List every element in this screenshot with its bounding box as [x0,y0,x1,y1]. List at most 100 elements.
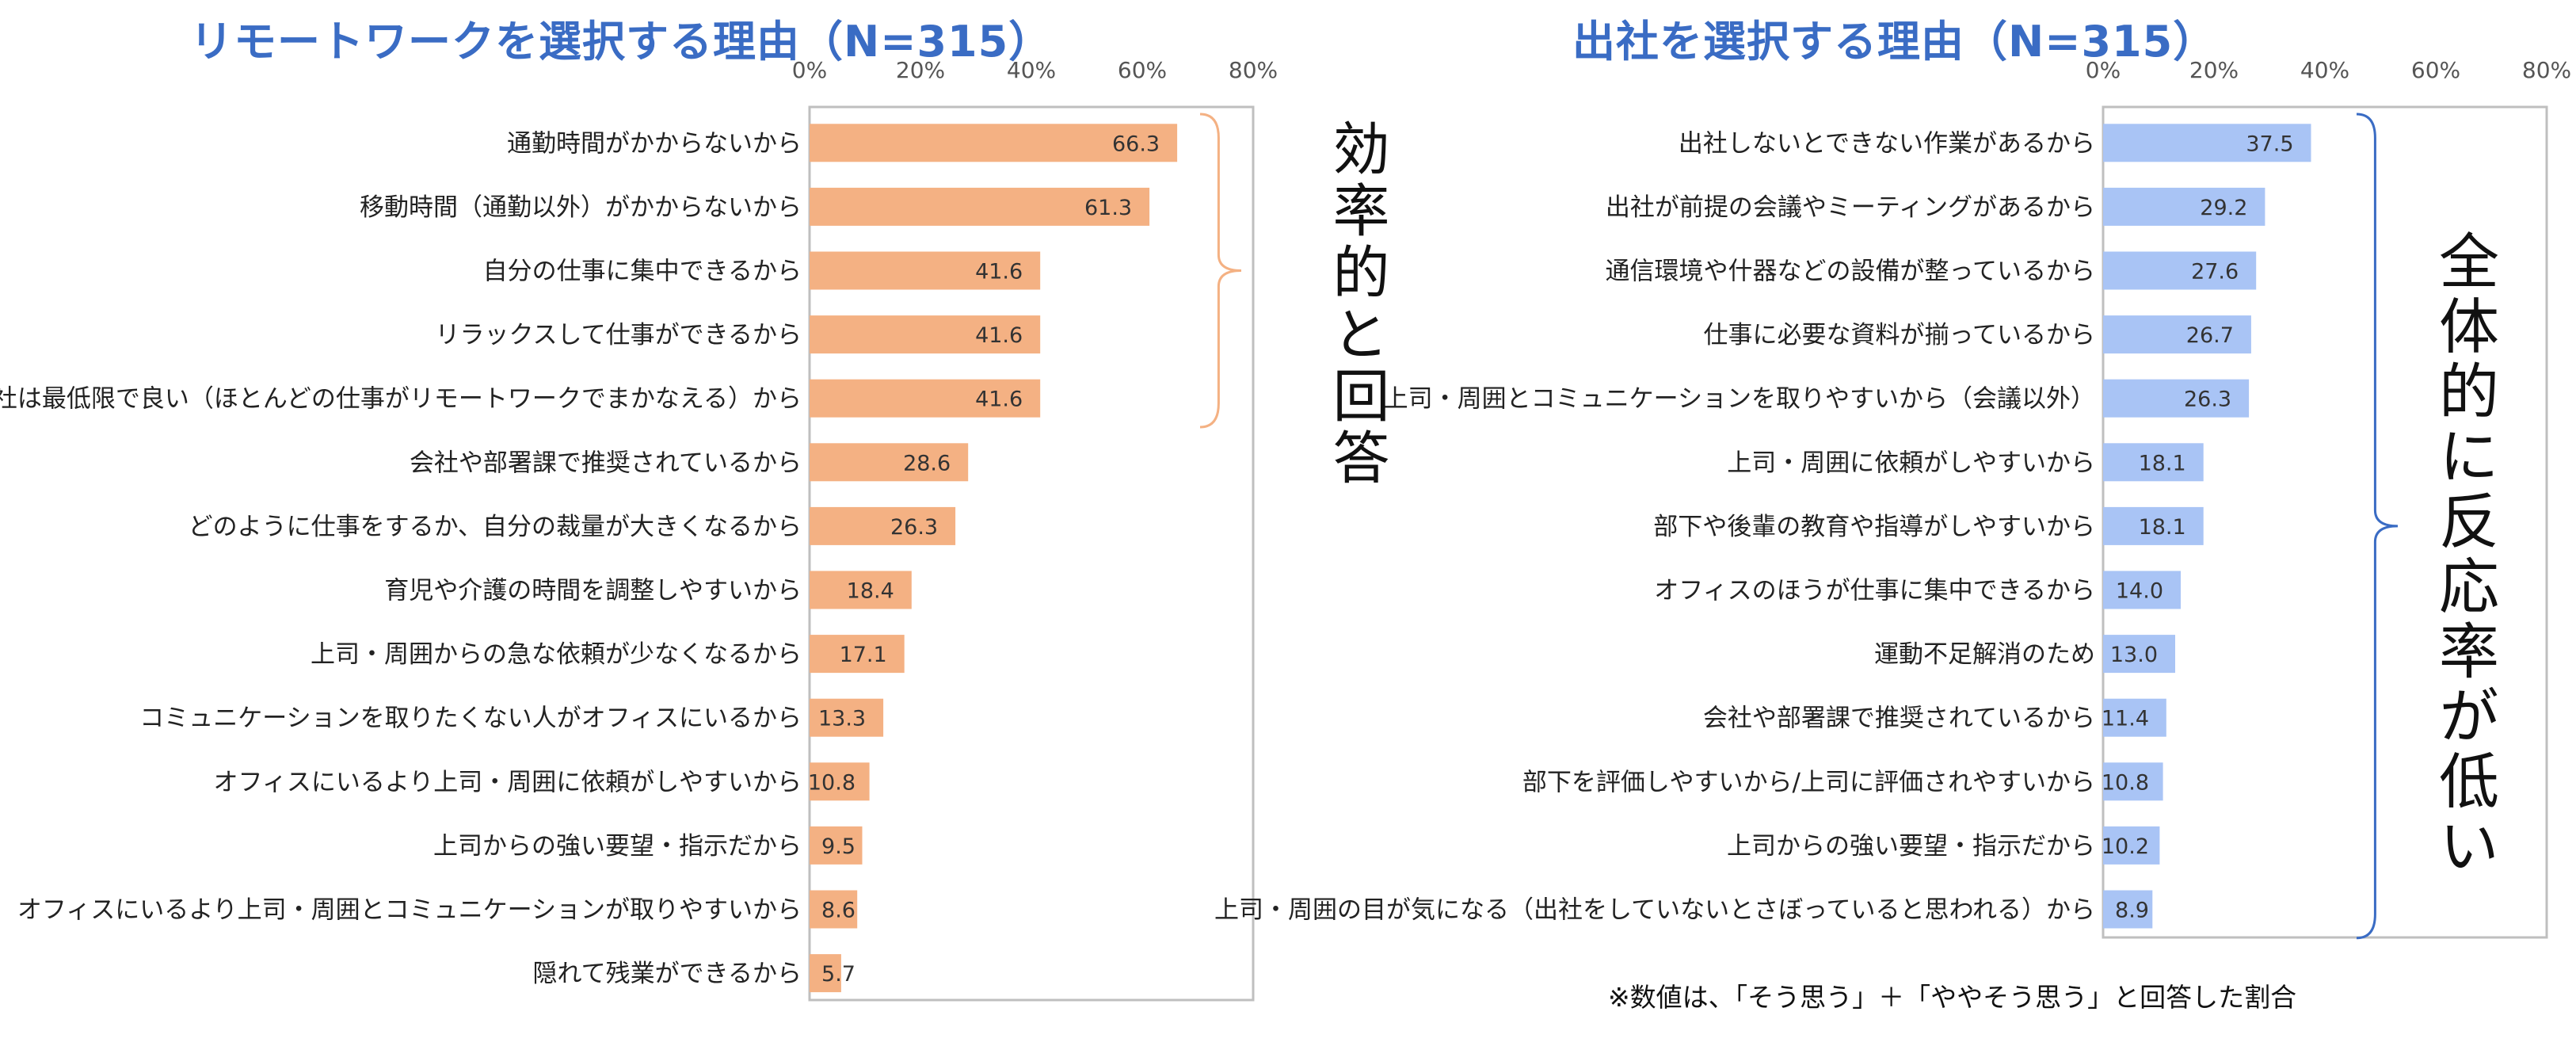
right-value-label: 26.3 [2184,387,2231,412]
right-value-label: 18.1 [2139,451,2186,475]
right-value-label: 10.8 [2102,770,2149,795]
footnote: ※数値は、「そう思う」＋「ややそう思う」と回答した割合 [1608,982,2297,1013]
left-value-label: 18.4 [847,579,894,604]
right-bar [2103,187,2265,226]
right-value-label: 18.1 [2139,515,2186,540]
left-category-label: 出社は最低限で良い（ほとんどの仕事がリモートワークでまかなえる）から [0,385,802,414]
right-category-label: 部下を評価しやすいから/上司に評価されやすいから [1522,768,2095,796]
left-bar [810,124,1178,162]
left-category-label: 自分の仕事に集中できるから [483,258,802,286]
right-bar [2103,635,2175,674]
right-chart: 0% 20% 40% 60% 80% 出社しないとできない作業があるから 37.5 出社が前提… [1214,57,2571,940]
right-value-label: 26.7 [2186,323,2234,348]
right-bar [2103,571,2181,609]
right-category-label: 運動不足解消のため [1874,640,2095,669]
left-bar [810,826,863,865]
left-tick-label: 0% [792,57,827,83]
left-tick-label: 40% [1007,57,1056,83]
left-value-label: 61.3 [1084,196,1132,220]
left-bar [810,315,1041,354]
right-value-label: 29.2 [2200,196,2247,220]
right-category-label: 出社が前提の会議やミーティングがあるから [1606,193,2095,222]
left-category-label: 上司からの強い要望・指示だから [433,832,802,861]
right-bar [2103,698,2166,737]
left-value-label: 17.1 [840,643,887,667]
left-chart-title: リモートワークを選択する理由（N=315） [190,17,1053,67]
right-category-label: 仕事に必要な資料が揃っているから [1704,321,2095,349]
left-bar [810,443,969,482]
left-category-label: 会社や部署課で推奨されているから [410,449,802,477]
left-tick-label: 80% [1229,57,1278,83]
left-value-label: 28.6 [903,451,951,475]
right-value-label: 10.2 [2102,834,2149,859]
left-bar [810,635,905,674]
right-bar [2103,124,2311,162]
left-value-label: 41.6 [975,387,1023,412]
right-annotation: 全体的に反応率が低い [2429,230,2499,880]
left-value-label: 8.6 [821,899,855,923]
right-value-label: 27.6 [2191,260,2239,284]
left-chart: 0% 20% 40% 60% 80% 通勤時間がかからないから 66.3 移動時間（通勤以外）… [0,57,1278,1002]
right-value-label: 14.0 [2116,579,2163,604]
left-category-label: オフィスにいるより上司・周囲とコミュニケーションが取りやすいから [17,896,802,925]
right-bar [2103,826,2160,865]
left-category-label: 育児や介護の時間を調整しやすいから [384,577,802,605]
left-bar [810,187,1150,226]
left-value-label: 9.5 [821,834,855,859]
left-tick-label: 60% [1118,57,1167,83]
left-bar [810,571,912,609]
left-bracket [1199,113,1242,429]
right-category-label: 会社や部署課で推奨されているから [1703,704,2095,733]
left-category-label: どのように仕事をするか、自分の裁量が大きくなるから [189,513,802,541]
left-category-label: 通勤時間がかからないから [507,129,802,158]
right-category-label: 上司・周囲に依頼がしやすいから [1727,449,2095,477]
left-bar [810,954,841,993]
right-value-label: 13.0 [2110,643,2158,667]
left-bar [810,890,858,929]
right-tick-label: 40% [2300,57,2349,83]
right-bar [2103,890,2153,929]
right-category-label: 上司・周囲の目が気になる（出社をしていないとさぼっていると思われる）から [1214,896,2095,925]
right-category-label: 上司からの強い要望・指示だから [1727,832,2095,861]
left-value-label: 26.3 [890,515,938,540]
right-category-label: 部下や後輩の教育や指導がしやすいから [1653,513,2095,541]
left-bar [810,251,1041,290]
right-value-label: 37.5 [2246,132,2293,156]
right-tick-label: 20% [2189,57,2239,83]
right-bar [2103,762,2163,801]
left-value-label: 41.6 [975,323,1023,348]
right-category-label: 通信環境や什器などの設備が整っているから [1606,258,2095,286]
right-bar [2103,251,2257,290]
right-category-label: オフィスのほうが仕事に集中できるから [1654,577,2095,605]
left-bar [810,762,870,801]
left-category-label: リラックスして仕事ができるから [435,321,802,349]
right-tick-label: 0% [2086,57,2121,83]
left-bar [810,379,1041,418]
left-category-label: 上司・周囲からの急な依頼が少なくなるから [311,640,802,669]
right-bracket [2356,113,2399,940]
right-bar [2103,506,2204,545]
right-category-label: 出社しないとできない作業があるから [1679,129,2095,158]
left-tick-label: 20% [896,57,945,83]
right-chart-title: 出社を選択する理由（N=315） [1572,17,2217,67]
left-category-label: オフィスにいるより上司・周囲に依頼がしやすいから [214,768,802,796]
left-value-label: 66.3 [1112,132,1160,156]
right-bar [2103,315,2251,354]
right-tick-label: 60% [2411,57,2460,83]
left-plot-frame [808,105,1255,1002]
left-bar [810,698,884,737]
right-bar [2103,379,2250,418]
left-annotation: 効率的と回答 [1323,119,1389,490]
left-bar [810,506,956,545]
left-value-label: 13.3 [818,707,866,731]
left-category-label: コミュニケーションを取りたくない人がオフィスにいるから [139,704,802,733]
left-category-label: 移動時間（通勤以外）がかからないから [360,193,802,222]
right-value-label: 8.9 [2115,899,2149,923]
right-value-label: 11.4 [2102,707,2149,731]
right-category-label: 上司・周囲とコミュニケーションを取りやすいから（会議以外） [1384,385,2095,414]
left-value-label: 10.8 [808,770,855,795]
left-category-label: 隠れて残業ができるから [533,960,802,988]
right-tick-label: 80% [2522,57,2571,83]
right-bar [2103,443,2204,482]
